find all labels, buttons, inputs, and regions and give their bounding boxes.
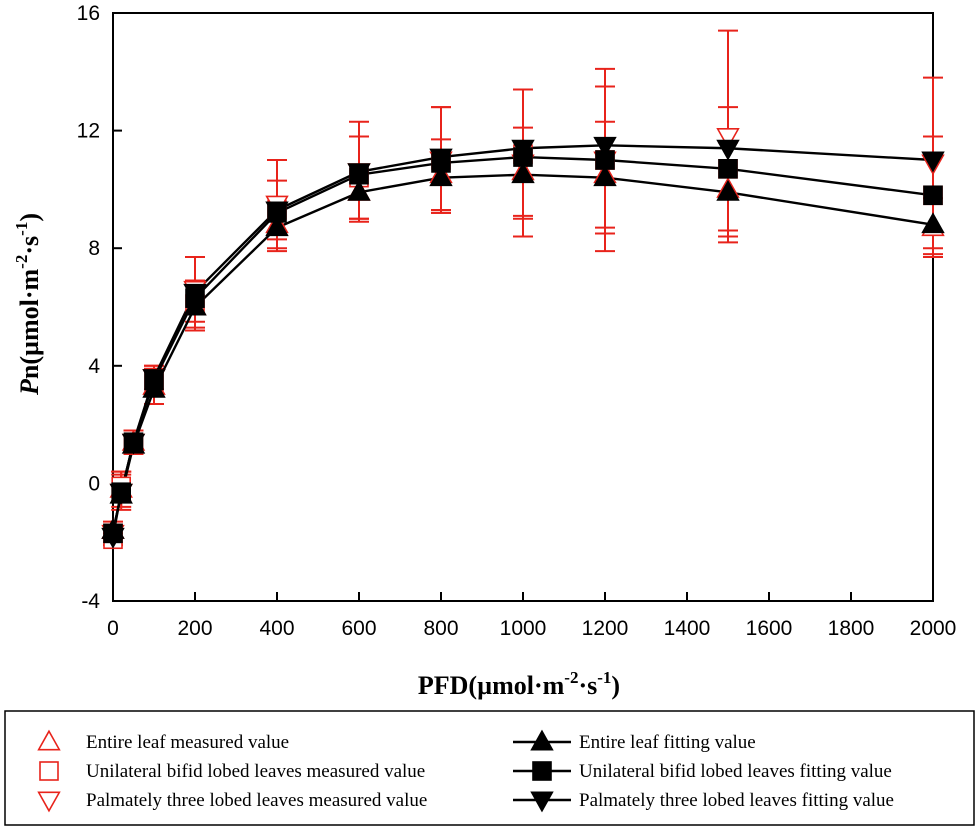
legend-fitted-marker xyxy=(530,729,554,751)
x-tick-label: 1200 xyxy=(582,617,629,640)
legend: Entire leaf measured value Unilateral bif… xyxy=(4,710,975,826)
legend-measured-marker xyxy=(37,729,61,751)
fitted-point xyxy=(511,139,535,161)
fitted-point xyxy=(593,136,617,158)
fitted-point xyxy=(921,151,945,173)
x-tick-label: 2000 xyxy=(910,617,957,640)
y-tick-label: 8 xyxy=(88,237,100,260)
fitted-point xyxy=(429,148,453,170)
y-tick-label: 4 xyxy=(88,355,100,378)
fitted-point xyxy=(593,165,617,187)
fitted-point xyxy=(142,369,166,390)
x-tick-label: 200 xyxy=(177,617,212,640)
y-tick-label: 16 xyxy=(77,2,100,25)
fitted-point xyxy=(347,163,371,185)
x-tick-label: 1000 xyxy=(500,617,547,640)
legend-fitted-marker xyxy=(530,791,554,813)
legend-label: Palmately three lobed leaves fitting val… xyxy=(579,790,894,811)
legend-box xyxy=(4,710,975,826)
x-tick-label: 800 xyxy=(423,617,458,640)
error-bars xyxy=(103,29,943,547)
x-tick-label: 0 xyxy=(107,617,119,640)
fitted-point xyxy=(265,215,289,237)
fitted-point xyxy=(101,527,125,549)
legend-label: Entire leaf fitting value xyxy=(579,732,756,753)
measured-point xyxy=(716,128,740,149)
legend-measured-marker xyxy=(39,761,59,781)
fitted-point xyxy=(923,185,943,206)
x-tick-label: 1600 xyxy=(746,617,793,640)
fitted-point xyxy=(347,179,371,201)
fitted-point xyxy=(718,159,738,179)
legend-label: Entire leaf measured value xyxy=(86,732,289,753)
y-axis-title: Pn(µmol·m-2·s-1) xyxy=(12,213,44,396)
fitted-point xyxy=(429,165,453,187)
y-tick-label: 12 xyxy=(77,120,100,143)
fitted-point xyxy=(265,201,289,223)
data-markers xyxy=(101,128,945,550)
y-tick-label: -4 xyxy=(81,590,100,613)
axes: -4 0 4 8 12 16 0 200 400 600 800 1000 1200 1400 1600 18… xyxy=(77,2,957,640)
fitted-point xyxy=(109,483,133,505)
x-axis-title: PFD(µmol·m-2·s-1) xyxy=(418,668,620,700)
x-tick-label: 600 xyxy=(341,617,376,640)
fitted-point xyxy=(511,162,535,184)
fitted-point xyxy=(121,433,146,455)
legend-fitted-marker xyxy=(532,761,552,781)
x-tick-label: 1400 xyxy=(664,617,711,640)
x-tick-label: 400 xyxy=(259,617,294,640)
legend-label: Palmately three lobed leaves measured va… xyxy=(86,790,427,811)
fitted-point xyxy=(921,212,945,234)
fitted-point xyxy=(716,139,740,161)
legend-label: Unilateral bifid lobed leaves fitting va… xyxy=(579,761,892,782)
legend-label: Unilateral bifid lobed leaves measured v… xyxy=(86,761,425,782)
y-tick-label: 0 xyxy=(88,472,100,495)
fitted-point xyxy=(716,179,740,201)
x-tick-label: 1800 xyxy=(828,617,875,640)
fitted-point xyxy=(183,283,207,305)
legend-measured-marker xyxy=(37,791,61,813)
